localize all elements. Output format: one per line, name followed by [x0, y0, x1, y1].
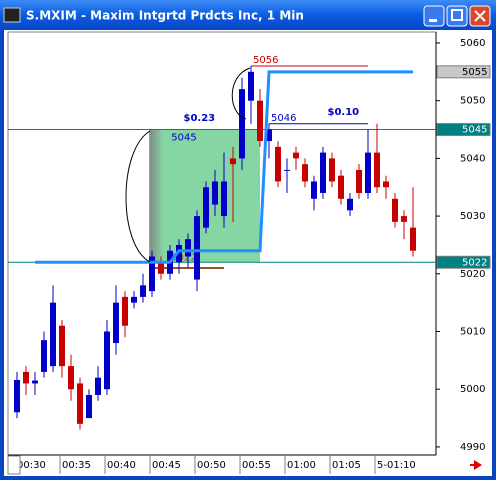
candle-body [86, 394, 92, 419]
candle-body [95, 377, 101, 395]
candle-body [149, 256, 155, 292]
y-tick-label: 5030 [460, 211, 485, 222]
candle-body [140, 285, 146, 297]
candle-body [275, 146, 281, 182]
title-bar [0, 0, 496, 30]
candle-body [221, 181, 227, 217]
y-tick-label: 5040 [460, 153, 485, 164]
candle-body [230, 158, 236, 165]
candle-body [59, 325, 65, 367]
candle-body [302, 164, 308, 182]
x-tick-label: 5-01:10 [377, 460, 416, 471]
price-tag-label: 5055 [462, 67, 487, 78]
candle-body [293, 152, 299, 159]
scroll-box[interactable] [7, 455, 21, 475]
drawing-arc [231, 67, 251, 120]
y-tick-label: 5000 [460, 384, 485, 395]
candle-body [239, 89, 245, 159]
x-tick-label: 01:05 [332, 460, 361, 471]
candle-body [158, 262, 164, 274]
x-tick-label: 01:00 [287, 460, 316, 471]
icon [474, 10, 486, 22]
candle-body [320, 152, 326, 194]
candle-body [257, 100, 263, 142]
zone-high-label: 5045 [171, 133, 196, 144]
y-tick-label: 4990 [460, 442, 485, 453]
candle-body [374, 152, 380, 188]
candle-body [14, 379, 20, 413]
zone-low-label: 5022 [171, 252, 196, 263]
candle-body [41, 340, 47, 372]
candle-body [383, 181, 389, 188]
price-tag-label: 5022 [462, 257, 487, 268]
candle-body [284, 169, 290, 171]
candle-body [401, 216, 407, 222]
y-tick-label: 5060 [460, 38, 485, 49]
zone-shade [149, 129, 164, 263]
minimize-button[interactable] [423, 5, 445, 27]
candle-body [392, 198, 398, 222]
scroll-right-arrow[interactable] [470, 460, 482, 470]
x-tick-label: 00:30 [17, 460, 46, 471]
candle-body [203, 187, 209, 228]
app-icon [3, 7, 21, 23]
window-buttons[interactable] [423, 5, 491, 27]
stop-line [35, 70, 413, 264]
icon [451, 9, 463, 21]
candle-body [113, 302, 119, 344]
candle-body [311, 181, 317, 199]
x-tick-label: 00:50 [197, 460, 226, 471]
candle-body [77, 383, 83, 424]
candle-body [23, 371, 29, 384]
y-tick-label: 5010 [460, 327, 485, 338]
candle-body [266, 129, 272, 142]
x-tick-label: 00:45 [152, 460, 181, 471]
price-tag [436, 65, 491, 79]
marks: 4990 5000 5010 5020 5030 5040 5050 5060 00:30 00:… [8, 38, 491, 474]
x-tick-label: 00:55 [242, 460, 271, 471]
candle-body [185, 239, 191, 257]
x-tick-label: 00:35 [62, 460, 91, 471]
candle-body [356, 169, 362, 194]
y-tick-label: 5020 [460, 269, 485, 280]
y-tick-label: 5050 [460, 96, 485, 107]
candle-body [176, 244, 182, 263]
annotation: $0.23 [184, 113, 216, 124]
candle-body [347, 198, 353, 211]
candle-body [50, 302, 56, 367]
level-label: 5046 [271, 113, 296, 124]
annotation: $0.10 [328, 107, 360, 118]
drawing-arc [125, 130, 151, 263]
icon [429, 19, 437, 22]
candle-body [32, 380, 38, 384]
price-tag [436, 255, 491, 269]
candle-body [248, 71, 254, 101]
price-tag-label: 5045 [462, 125, 487, 136]
candle-body [212, 181, 218, 205]
candle-body [122, 296, 128, 326]
candle-body [68, 366, 74, 390]
price-tag [436, 123, 491, 137]
candle-body [410, 227, 416, 251]
candle-body [338, 175, 344, 199]
candle-body [329, 158, 335, 182]
level-label: 5056 [253, 55, 278, 66]
candle-body [365, 152, 371, 194]
candle-body [194, 216, 200, 280]
candle-body [104, 331, 110, 390]
candle-body [131, 296, 137, 303]
window-title: S.MXIM - Maxim Intgrtd Prdcts Inc, 1 Min [26, 9, 304, 23]
x-tick-label: 00:40 [107, 460, 136, 471]
